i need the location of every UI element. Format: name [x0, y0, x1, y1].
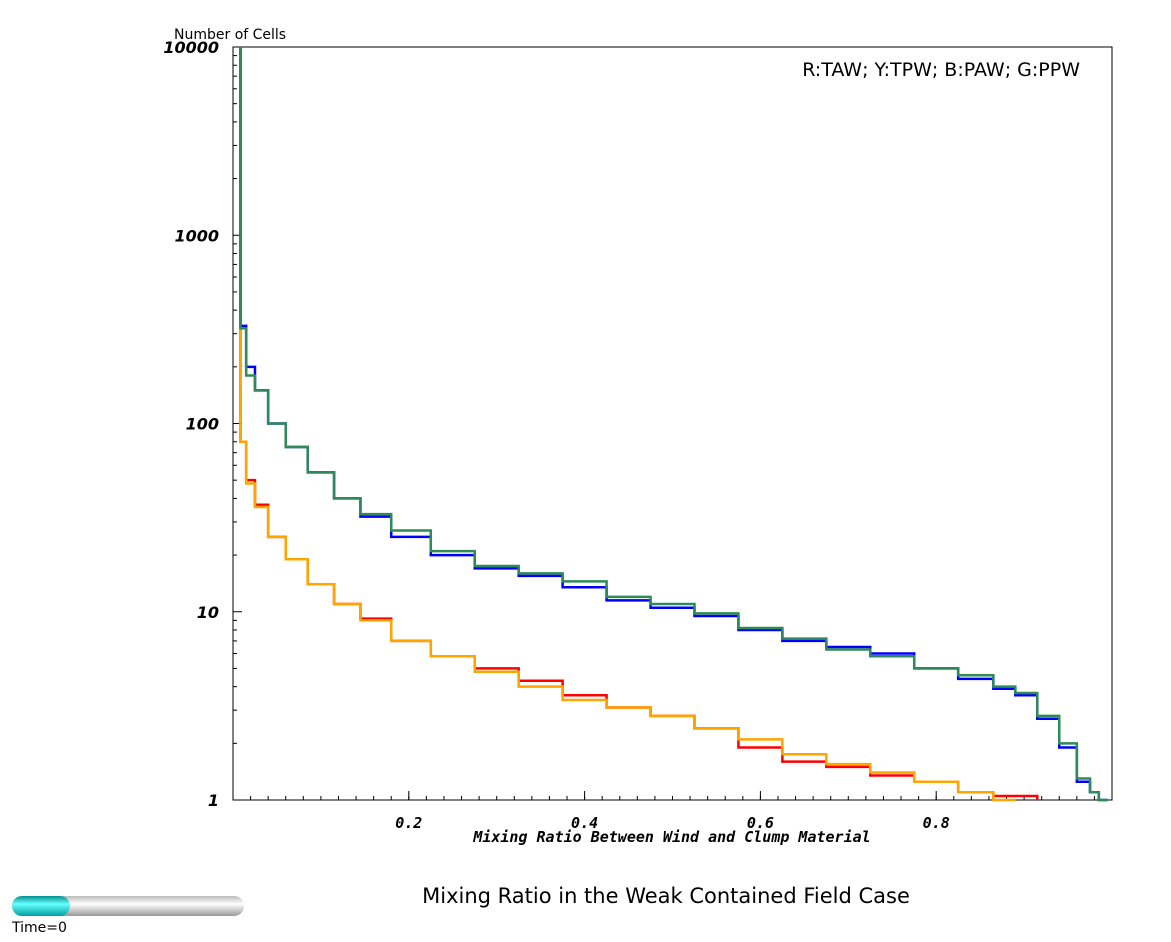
y-tick-label: 1	[208, 791, 219, 810]
y-axis-label: Number of Cells	[174, 27, 286, 43]
x-tick-label: 0.2	[395, 814, 422, 832]
time-label: Time=0	[11, 920, 67, 936]
time-slider-fill	[12, 896, 70, 916]
x-tick-label: 0.6	[747, 814, 774, 832]
plot-frame	[232, 46, 1113, 801]
series-line-r	[239, 47, 1039, 800]
series-line-g	[239, 47, 1108, 802]
series-line-b	[239, 47, 1108, 802]
y-tick-label: 100	[186, 415, 219, 434]
time-slider[interactable]	[12, 896, 244, 916]
x-tick-label: 0.4	[571, 814, 598, 832]
y-tick-label: 10000	[163, 38, 219, 57]
x-axis-label: Mixing Ratio Between Wind and Clump Mate…	[472, 828, 870, 846]
time-slider-track[interactable]	[12, 896, 244, 916]
legend-text: R:TAW; Y:TPW; B:PAW; G:PPW	[802, 59, 1080, 81]
series-line-y	[239, 47, 1016, 802]
y-tick-label: 10	[197, 603, 219, 622]
y-tick-label: 1000	[174, 226, 219, 245]
plot-area: 1 10 100 1000 10000 0.2 0.4 0.6 0.8	[163, 38, 1113, 832]
chart-title: Mixing Ratio in the Weak Contained Field…	[422, 884, 910, 908]
x-tick-label: 0.8	[923, 814, 950, 832]
